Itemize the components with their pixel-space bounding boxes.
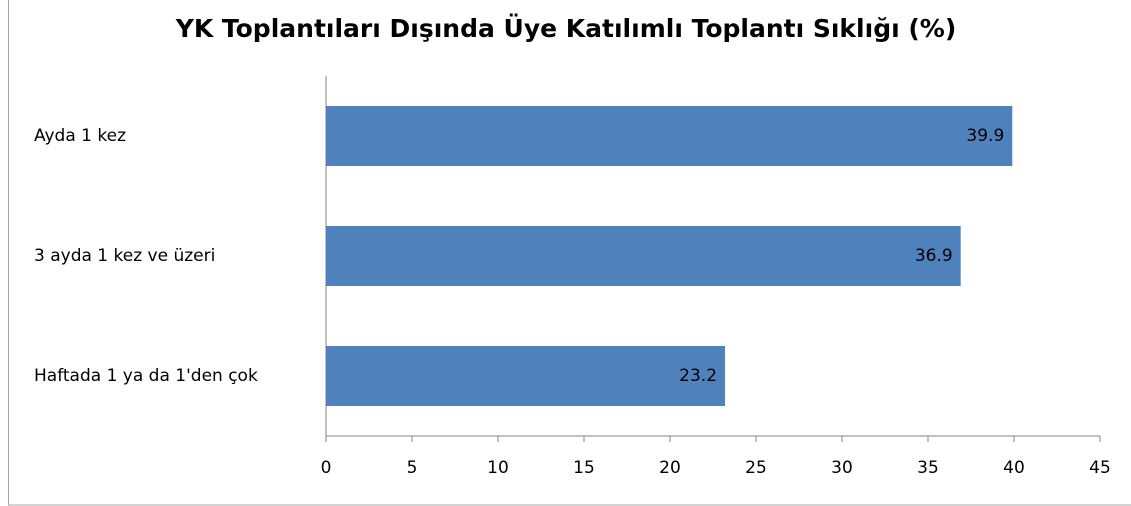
x-tick-label: 5 [407,458,418,478]
x-tick-label: 0 [321,458,332,478]
x-tick-label: 10 [487,458,509,478]
chart-title: YK Toplantıları Dışında Üye Katılımlı To… [175,13,957,43]
bar [326,106,1013,166]
x-tick-label: 35 [917,458,939,478]
bar [326,226,961,286]
x-tick-label: 40 [1003,458,1025,478]
value-label: 23.2 [679,366,717,386]
x-tick-label: 20 [659,458,681,478]
bar [326,346,726,406]
y-tick-label: Ayda 1 kez [34,126,126,146]
y-tick-label: Haftada 1 ya da 1'den çok [34,366,258,386]
value-label: 36.9 [915,246,953,266]
x-tick-label: 45 [1089,458,1111,478]
y-tick-label: 3 ayda 1 kez ve üzeri [34,246,215,266]
x-tick-label: 25 [745,458,767,478]
x-tick-label: 15 [573,458,595,478]
value-label: 39.9 [966,126,1004,146]
x-tick-label: 30 [831,458,853,478]
